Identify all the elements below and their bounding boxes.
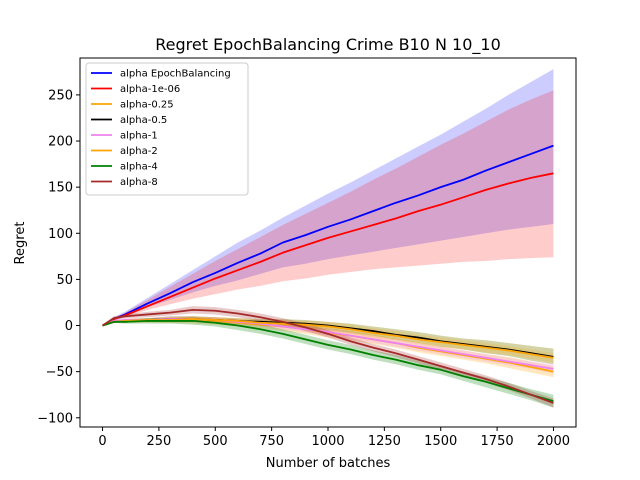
y-tick-label: 200 xyxy=(48,135,73,150)
x-tick-label: 1250 xyxy=(368,434,401,449)
y-axis-label: Regret xyxy=(13,222,28,265)
y-tick-label: 0 xyxy=(65,319,73,334)
series-line-alpha-2 xyxy=(102,318,554,359)
legend-label: alpha EpochBalancing xyxy=(120,69,231,80)
legend-label: alpha-2 xyxy=(120,146,158,157)
y-tick-label: −100 xyxy=(37,411,73,426)
plot-area xyxy=(79,57,577,428)
y-tick-label: −50 xyxy=(46,365,73,380)
confidence-band-alpha-0-25 xyxy=(102,316,554,378)
y-tick-label: 100 xyxy=(48,227,73,242)
x-tick-label: 250 xyxy=(146,434,171,449)
y-tick-label: 150 xyxy=(48,181,73,196)
legend-frame xyxy=(85,62,249,196)
legend: alpha EpochBalancing alpha-1e-06 alpha-0.2… xyxy=(85,62,249,196)
confidence-band-alpha-1e-06 xyxy=(102,90,554,326)
series-line-alpha-1e-06 xyxy=(102,172,554,327)
series-line-alpha-4 xyxy=(102,320,554,403)
legend-label: alpha-8 xyxy=(120,177,158,188)
y-tick-label: 50 xyxy=(56,273,73,288)
x-axis: 0 250 500 750 1000 1250 1500 1750 2000 xyxy=(98,427,570,449)
x-axis-label: Number of batches xyxy=(266,456,391,471)
confidence-band-alpha-epochbalancing xyxy=(102,69,554,326)
series-line-alpha-epochbalancing xyxy=(102,144,554,327)
y-tick-label: 250 xyxy=(48,88,73,103)
x-tick-label: 750 xyxy=(259,434,284,449)
legend-label: alpha-0.5 xyxy=(120,115,167,126)
x-tick-label: 500 xyxy=(203,434,228,449)
x-tick-label: 1500 xyxy=(424,434,457,449)
chart-title: Regret EpochBalancing Crime B10 N 10_10 xyxy=(155,35,501,55)
series-line-alpha-8 xyxy=(102,308,554,404)
x-tick-label: 0 xyxy=(98,434,106,449)
confidence-band-alpha-8 xyxy=(102,306,554,408)
series-lines xyxy=(102,144,554,404)
legend-label: alpha-0.25 xyxy=(120,100,174,111)
y-axis: −100 −50 0 50 100 150 200 250 xyxy=(37,88,80,426)
legend-label: alpha-1 xyxy=(120,131,158,142)
x-tick-label: 2000 xyxy=(537,434,570,449)
x-tick-label: 1750 xyxy=(481,434,514,449)
x-tick-label: 1000 xyxy=(311,434,344,449)
legend-label: alpha-4 xyxy=(120,162,158,173)
legend-label: alpha-1e-06 xyxy=(120,84,180,95)
